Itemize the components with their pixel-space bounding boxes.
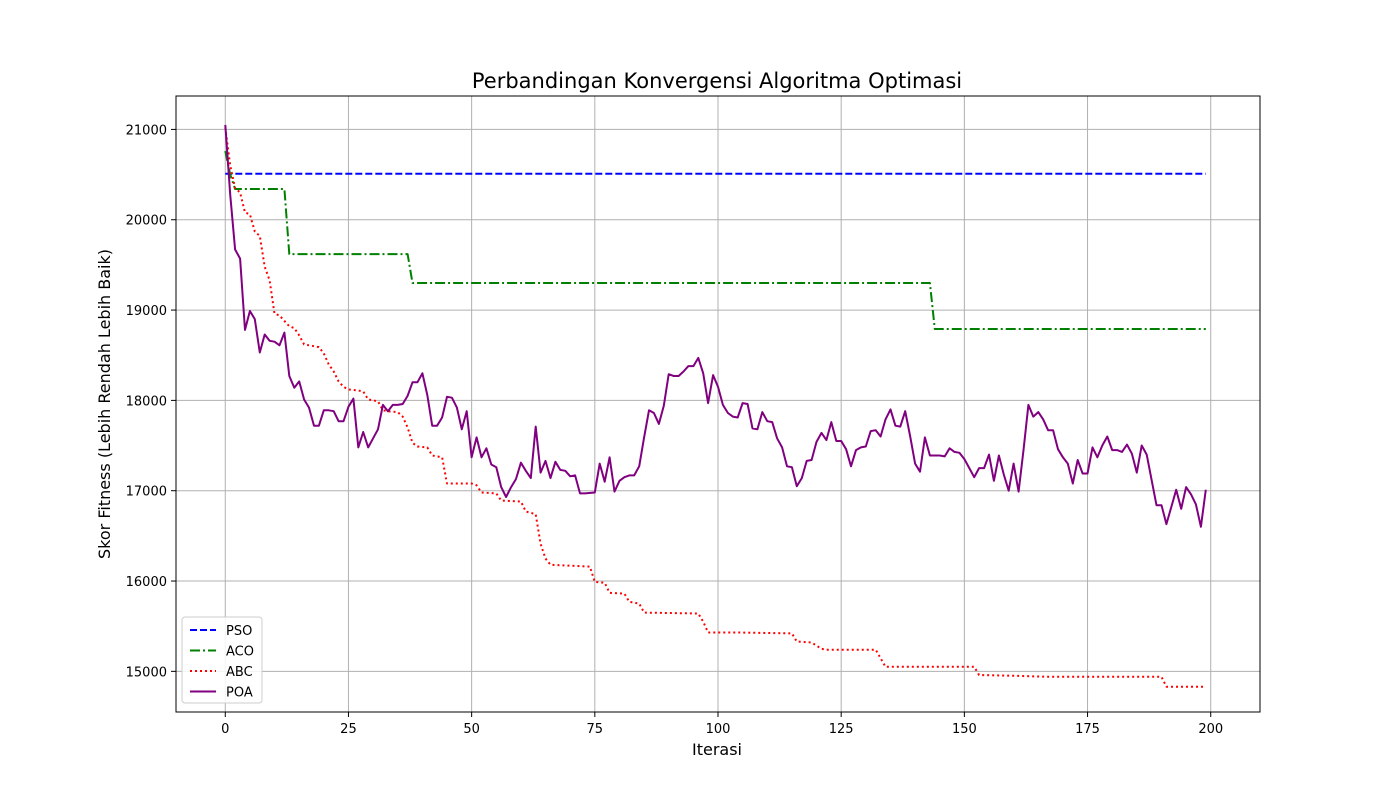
series-line-aco [224, 150, 1206, 330]
legend-label-pso: PSO [226, 624, 252, 639]
chart-title: Perbandingan Konvergensi Algoritma Optim… [472, 69, 962, 93]
legend-label-abc: ABC [226, 665, 253, 680]
legend-label-poa: POA [226, 686, 253, 701]
y-tick-label: 19000 [126, 304, 167, 319]
legend-box [181, 616, 263, 704]
y-tick-label: 16000 [126, 575, 167, 590]
x-tick-label: 100 [706, 722, 731, 737]
y-tick-label: 21000 [126, 123, 167, 138]
grid [176, 96, 1260, 712]
x-tick-label: 75 [587, 722, 604, 737]
x-tick-label: 175 [1075, 722, 1100, 737]
x-tick-label: 200 [1198, 722, 1223, 737]
x-tick-label: 125 [829, 722, 854, 737]
x-tick-label: 50 [463, 722, 480, 737]
series-group [224, 124, 1207, 688]
y-tick-label: 20000 [126, 214, 167, 229]
axes: 0 25 50 75 100 125 150 175 200 15000 16000 17000 180… [126, 123, 1224, 737]
x-tick-label: 150 [952, 722, 977, 737]
legend-label-aco: ACO [226, 645, 254, 660]
y-tick-label: 17000 [126, 485, 167, 500]
y-tick-label: 15000 [126, 665, 167, 680]
y-tick-label: 18000 [126, 394, 167, 409]
x-tick-label: 0 [221, 722, 229, 737]
y-axis-title: Skor Fitness (Lebih Rendah Lebih Baik) [95, 249, 114, 559]
x-axis-title: Iterasi [692, 740, 742, 759]
series-line-poa [224, 124, 1207, 528]
legend: PSO ACO ABC POA [181, 616, 263, 704]
x-tick-label: 25 [340, 722, 357, 737]
